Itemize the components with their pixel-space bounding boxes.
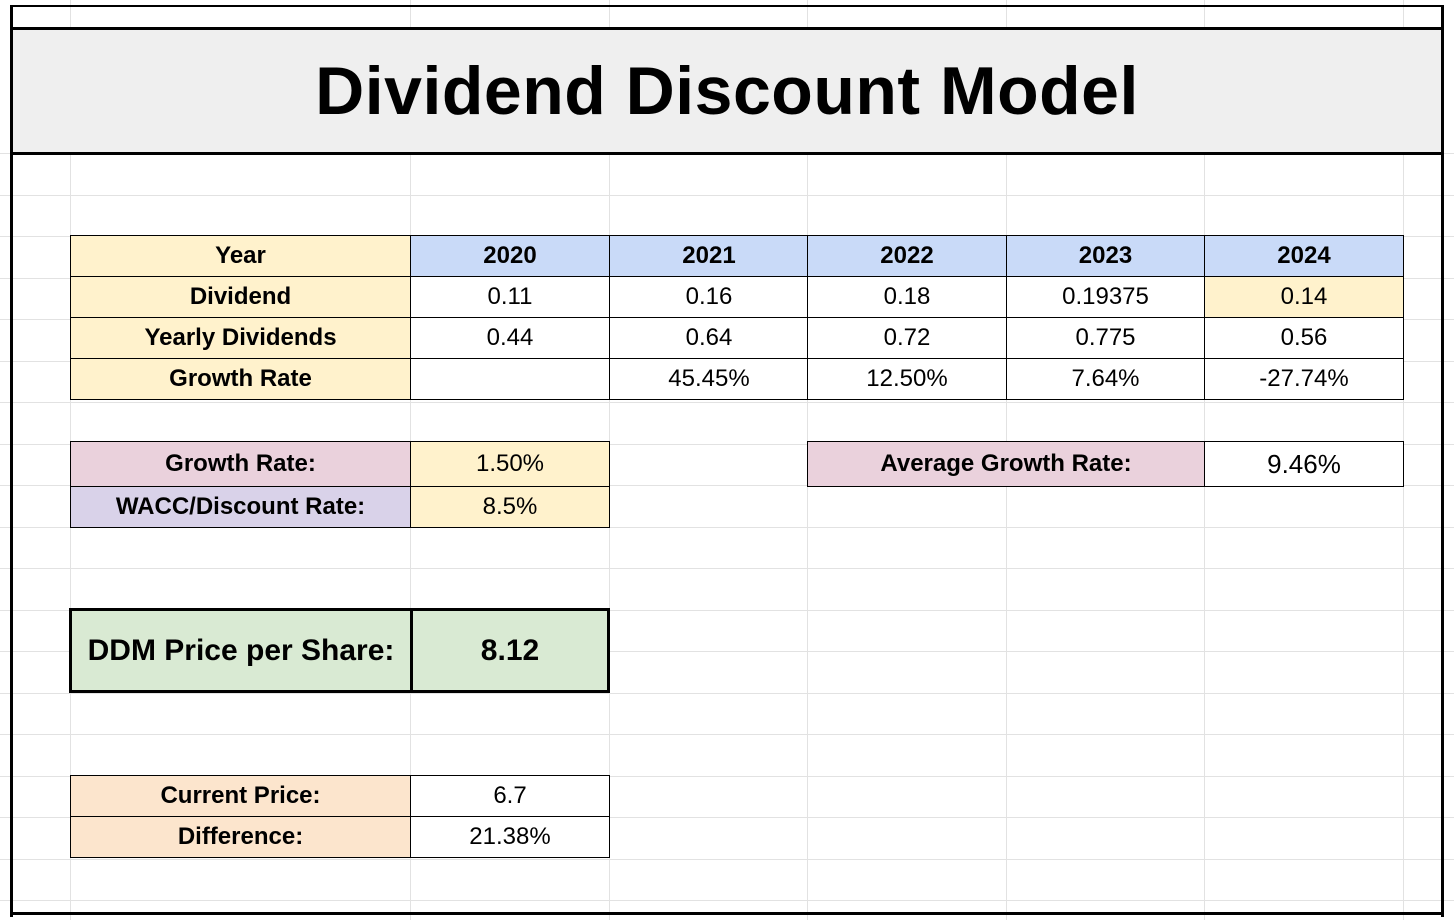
grid-row-line bbox=[0, 444, 1454, 445]
dividend-2020[interactable]: 0.11 bbox=[410, 276, 610, 318]
grid-row-line bbox=[0, 776, 1454, 777]
yearly-dividends-2022[interactable]: 0.72 bbox=[807, 317, 1007, 359]
growth-rate-row-label[interactable]: Growth Rate bbox=[70, 358, 411, 400]
dividend-2024[interactable]: 0.14 bbox=[1204, 276, 1404, 318]
dividend-2023[interactable]: 0.19375 bbox=[1006, 276, 1205, 318]
growth-rate-2024[interactable]: -27.74% bbox=[1204, 358, 1404, 400]
grid-row-line bbox=[0, 693, 1454, 694]
page-title: Dividend Discount Model bbox=[315, 53, 1139, 129]
average-growth-rate-value[interactable]: 9.46% bbox=[1204, 441, 1404, 487]
dividend-label[interactable]: Dividend bbox=[70, 276, 411, 318]
difference-value[interactable]: 21.38% bbox=[410, 816, 610, 858]
year-2020[interactable]: 2020 bbox=[410, 235, 610, 277]
dividend-2021[interactable]: 0.16 bbox=[609, 276, 809, 318]
ddm-price-value[interactable]: 8.12 bbox=[410, 608, 610, 693]
wacc-label[interactable]: WACC/Discount Rate: bbox=[70, 486, 411, 528]
ddm-price-label[interactable]: DDM Price per Share: bbox=[69, 608, 413, 693]
growth-rate-2020[interactable] bbox=[410, 358, 610, 400]
current-price-value[interactable]: 6.7 bbox=[410, 775, 610, 817]
current-price-label[interactable]: Current Price: bbox=[70, 775, 411, 817]
year-2022[interactable]: 2022 bbox=[807, 235, 1007, 277]
grid-row-line bbox=[0, 402, 1454, 403]
year-header-label[interactable]: Year bbox=[70, 235, 411, 277]
grid-row-line bbox=[0, 900, 1454, 901]
grid-row-line bbox=[0, 610, 1454, 611]
dividend-2022[interactable]: 0.18 bbox=[807, 276, 1007, 318]
sheet-border-bottom bbox=[10, 912, 1444, 915]
difference-label[interactable]: Difference: bbox=[70, 816, 411, 858]
grid-row-line bbox=[0, 817, 1454, 818]
sheet-border-top bbox=[10, 5, 1444, 7]
growth-rate-2023[interactable]: 7.64% bbox=[1006, 358, 1205, 400]
yearly-dividends-2023[interactable]: 0.775 bbox=[1006, 317, 1205, 359]
yearly-dividends-2024[interactable]: 0.56 bbox=[1204, 317, 1404, 359]
year-2021[interactable]: 2021 bbox=[609, 235, 809, 277]
yearly-dividends-2021[interactable]: 0.64 bbox=[609, 317, 809, 359]
yearly-dividends-label[interactable]: Yearly Dividends bbox=[70, 317, 411, 359]
year-2023[interactable]: 2023 bbox=[1006, 235, 1205, 277]
average-growth-rate-label[interactable]: Average Growth Rate: bbox=[807, 441, 1205, 487]
grid-row-line bbox=[0, 527, 1454, 528]
growth-rate-input-label[interactable]: Growth Rate: bbox=[70, 441, 411, 487]
grid-row-line bbox=[0, 195, 1454, 196]
grid-row-line bbox=[0, 651, 1454, 652]
growth-rate-input-value[interactable]: 1.50% bbox=[410, 441, 610, 487]
sheet-border-left bbox=[10, 5, 13, 917]
title-band[interactable]: Dividend Discount Model bbox=[12, 27, 1442, 155]
grid-row-line bbox=[0, 568, 1454, 569]
grid-row-line bbox=[0, 734, 1454, 735]
growth-rate-2022[interactable]: 12.50% bbox=[807, 358, 1007, 400]
grid-row-line bbox=[0, 485, 1454, 486]
yearly-dividends-2020[interactable]: 0.44 bbox=[410, 317, 610, 359]
grid-row-line bbox=[0, 859, 1454, 860]
year-2024[interactable]: 2024 bbox=[1204, 235, 1404, 277]
wacc-value[interactable]: 8.5% bbox=[410, 486, 610, 528]
sheet-border-right bbox=[1441, 5, 1444, 917]
growth-rate-2021[interactable]: 45.45% bbox=[609, 358, 809, 400]
